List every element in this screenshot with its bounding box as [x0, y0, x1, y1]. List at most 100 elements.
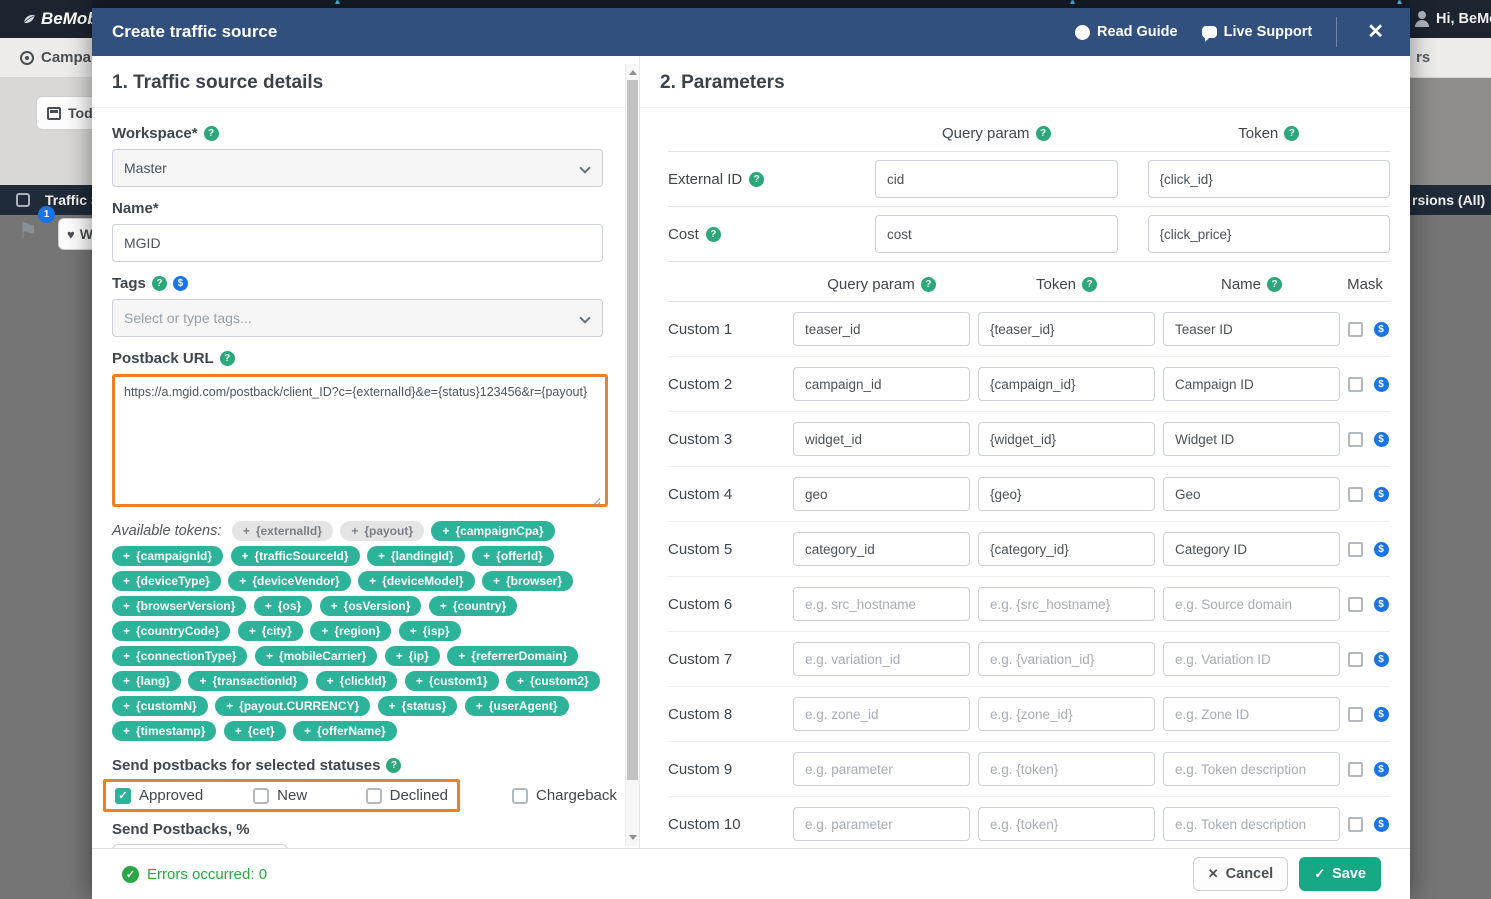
status-checkbox-item[interactable]: Chargeback [512, 787, 617, 804]
mask-checkbox[interactable] [1348, 761, 1363, 777]
tags-select[interactable]: Select or type tags... [112, 299, 603, 337]
workspace-filter-button[interactable]: ♥ W [58, 218, 92, 250]
paid-feature-icon[interactable] [1373, 816, 1389, 832]
read-guide-link[interactable]: Read Guide [1075, 24, 1178, 40]
checkbox[interactable] [115, 787, 131, 804]
checkbox[interactable] [253, 787, 270, 804]
flag-icon[interactable]: ⚑ [18, 218, 38, 243]
token-input[interactable] [978, 587, 1155, 621]
mask-checkbox[interactable] [1348, 651, 1363, 667]
mask-checkbox[interactable] [1348, 486, 1363, 502]
token-chip[interactable]: {custom2} [505, 671, 600, 691]
help-icon[interactable] [386, 758, 402, 773]
query-param-input[interactable] [793, 532, 970, 566]
token-chip[interactable]: {osVersion} [319, 596, 422, 616]
query-param-input[interactable] [793, 367, 970, 401]
token-input[interactable] [978, 532, 1155, 566]
query-param-input[interactable] [793, 642, 970, 676]
query-param-input[interactable] [793, 312, 970, 346]
token-input[interactable] [1147, 160, 1390, 198]
cancel-button[interactable]: Cancel [1192, 857, 1289, 891]
token-chip[interactable]: {campaignCpa} [431, 521, 555, 541]
token-chip[interactable]: {countryCode} [112, 621, 231, 641]
token-chip[interactable]: {landingId} [367, 546, 465, 566]
token-chip[interactable]: {status} [377, 696, 458, 716]
token-chip[interactable]: {cet} [223, 721, 286, 741]
token-chip[interactable]: {timestamp} [112, 721, 217, 741]
name-input[interactable] [1163, 807, 1340, 841]
query-param-input[interactable] [875, 160, 1118, 198]
token-chip[interactable]: {payout.CURRENCY} [215, 696, 371, 716]
token-chip[interactable]: {lang} [112, 671, 182, 691]
help-icon[interactable] [1082, 277, 1098, 292]
token-chip[interactable]: {trafficSourceId} [230, 546, 360, 566]
help-icon[interactable] [219, 351, 235, 366]
paid-feature-icon[interactable] [1373, 651, 1389, 667]
help-icon[interactable] [1035, 126, 1051, 141]
help-icon[interactable] [749, 171, 765, 187]
left-pane-scrollbar[interactable] [625, 64, 639, 846]
token-chip[interactable]: {externalId} [231, 521, 333, 541]
name-input[interactable] [112, 224, 603, 262]
help-icon[interactable] [203, 126, 219, 141]
mask-checkbox[interactable] [1348, 596, 1363, 612]
campaigns-nav[interactable]: Campaigns [0, 38, 92, 78]
token-chip[interactable]: {connectionType} [112, 646, 248, 666]
token-input[interactable] [978, 477, 1155, 511]
help-icon[interactable] [151, 276, 167, 291]
token-input[interactable] [978, 367, 1155, 401]
help-icon[interactable] [1267, 277, 1282, 292]
user-menu[interactable]: Hi, BeMob! [1414, 11, 1491, 27]
name-input[interactable] [1163, 752, 1340, 786]
status-checkbox-item[interactable]: New [253, 787, 365, 804]
token-input[interactable] [978, 807, 1155, 841]
token-input[interactable] [978, 752, 1155, 786]
token-chip[interactable]: {os} [253, 596, 313, 616]
scrollbar-thumb[interactable] [627, 80, 638, 780]
token-chip[interactable]: {deviceType} [112, 571, 221, 591]
paid-feature-icon[interactable] [1373, 321, 1389, 337]
token-chip[interactable]: {browserVersion} [112, 596, 247, 616]
token-chip[interactable]: {deviceModel} [358, 571, 475, 591]
mask-checkbox[interactable] [1348, 321, 1363, 337]
save-button[interactable]: Save [1299, 857, 1381, 891]
token-chip[interactable]: {custom1} [404, 671, 499, 691]
token-input[interactable] [978, 422, 1155, 456]
token-chip[interactable]: {referrerDomain} [447, 646, 579, 666]
token-chip[interactable]: {clickId} [315, 671, 398, 691]
token-chip[interactable]: {browser} [481, 571, 574, 591]
date-range-button[interactable]: Today [36, 96, 92, 130]
token-chip[interactable]: {offerName} [292, 721, 397, 741]
paid-feature-icon[interactable] [1373, 761, 1389, 777]
token-chip[interactable]: {ip} [384, 646, 440, 666]
name-input[interactable] [1163, 312, 1340, 346]
send-postbacks-pct-input[interactable] [112, 844, 288, 848]
name-input[interactable] [1163, 587, 1340, 621]
name-input[interactable] [1163, 642, 1340, 676]
query-param-input[interactable] [793, 697, 970, 731]
token-chip[interactable]: {deviceVendor} [228, 571, 351, 591]
token-input[interactable] [978, 312, 1155, 346]
paid-feature-icon[interactable] [1373, 541, 1389, 557]
workspace-select[interactable]: Master [112, 149, 603, 187]
query-param-input[interactable] [793, 477, 970, 511]
token-chip[interactable]: {payout} [340, 521, 425, 541]
token-chip[interactable]: {offerId} [472, 546, 554, 566]
help-icon[interactable] [920, 277, 936, 292]
paid-feature-icon[interactable] [1373, 596, 1389, 612]
mask-checkbox[interactable] [1348, 816, 1363, 832]
name-input[interactable] [1163, 422, 1340, 456]
token-chip[interactable]: {region} [310, 621, 392, 641]
token-input[interactable] [978, 642, 1155, 676]
query-param-input[interactable] [793, 752, 970, 786]
paid-feature-icon[interactable] [1373, 431, 1389, 447]
help-icon[interactable] [705, 226, 721, 242]
scroll-down-arrow-icon[interactable] [629, 835, 637, 840]
live-support-link[interactable]: Live Support [1201, 24, 1312, 42]
token-input[interactable] [1147, 215, 1390, 253]
status-checkbox-item[interactable]: Declined [365, 787, 448, 804]
checkbox[interactable] [512, 787, 528, 804]
paid-feature-icon[interactable] [172, 276, 188, 291]
status-checkbox-item[interactable]: Approved [115, 787, 253, 804]
token-chip[interactable]: {mobileCarrier} [254, 646, 378, 666]
